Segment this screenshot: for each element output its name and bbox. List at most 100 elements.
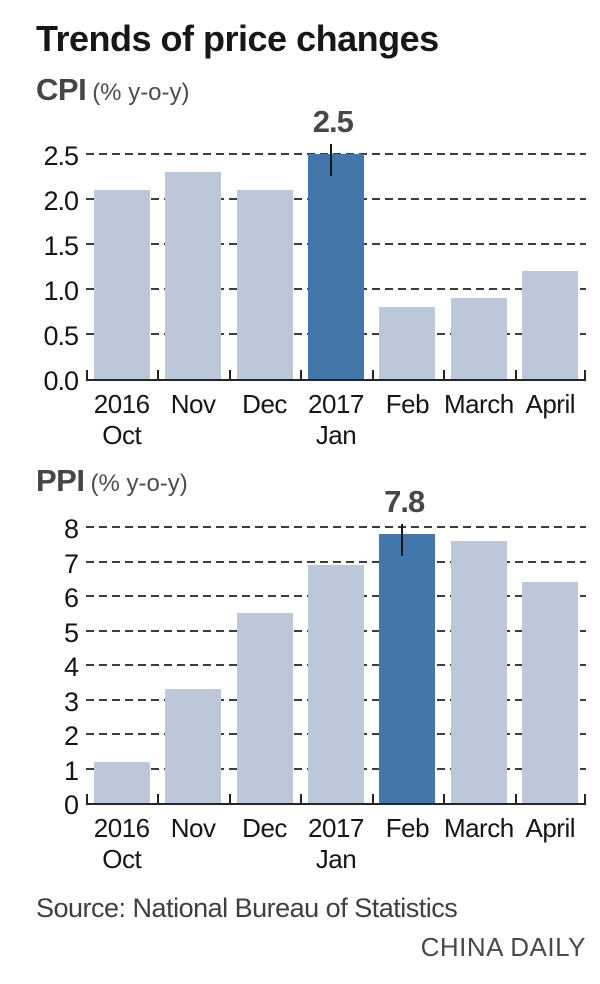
gridline <box>86 560 586 563</box>
x-axis-tick <box>229 370 231 379</box>
ppi-plot-area: 7.8 <box>86 484 586 805</box>
x-axis-tick <box>372 794 374 803</box>
bar <box>165 689 222 803</box>
y-tick-label: 0 <box>63 790 79 820</box>
highlight-value-label: 7.8 <box>384 483 425 519</box>
y-tick-label: 1.5 <box>43 231 79 261</box>
x-category-line: Feb <box>385 389 430 419</box>
x-category-label: Dec <box>229 813 300 875</box>
highlight-value-label: 2.5 <box>312 104 354 139</box>
y-tick-label: 4 <box>63 652 79 682</box>
x-category-line: Nov <box>170 813 216 843</box>
x-category-label: April <box>515 813 586 875</box>
x-axis-tick <box>515 370 517 379</box>
x-category-line: March <box>443 813 514 843</box>
x-category-line: Dec <box>242 813 287 843</box>
bar <box>93 761 150 803</box>
bar <box>165 172 222 379</box>
ppi-x-axis: 2016 Oct Nov Dec 2017 Jan Feb March April <box>86 805 586 875</box>
bar <box>308 564 364 803</box>
y-tick-label: 7 <box>63 548 79 579</box>
y-tick-label: 2.5 <box>43 141 79 171</box>
ppi-chart-title: PPI <box>36 463 85 498</box>
x-category-label: Feb <box>372 389 443 451</box>
x-category-label: Nov <box>157 813 228 875</box>
x-category-line: Oct <box>102 420 142 450</box>
x-axis-tick <box>584 794 586 803</box>
y-tick-label: 0.5 <box>43 321 79 351</box>
ppi-chart-header: PPI (% y-o-y) <box>36 463 586 499</box>
x-category-line: 2016 <box>93 389 150 419</box>
infographic: Trends of price changes CPI (% y-o-y) 0.0… <box>36 18 586 962</box>
bar <box>236 190 293 379</box>
cpi-plot-wrap: 0.0 0.5 1.0 1.5 2.0 2.5 2.5 <box>43 104 586 396</box>
x-category-label: 2017 Jan <box>300 813 371 875</box>
x-axis-tick <box>515 794 517 803</box>
x-category-line: March <box>443 389 514 419</box>
x-category-label: March <box>443 813 514 875</box>
cpi-x-axis: 2016 Oct Nov Dec 2017 Jan Feb March April <box>86 381 586 451</box>
y-tick-label: 5 <box>63 617 79 648</box>
x-category-label: March <box>443 389 514 451</box>
x-axis-tick <box>443 794 445 803</box>
gridline <box>86 526 586 528</box>
ppi-plot-wrap: 0 1 2 3 4 5 6 7 8 7.8 <box>64 484 586 820</box>
x-axis-tick <box>86 370 88 379</box>
bar <box>93 190 150 379</box>
bar <box>450 298 507 379</box>
ppi-chart-unit: (% y-o-y) <box>90 470 188 497</box>
x-category-label: 2017 Jan <box>300 389 371 451</box>
x-category-line: Jan <box>315 844 357 874</box>
label-leader-line <box>330 144 332 176</box>
cpi-y-axis: 0.0 0.5 1.0 1.5 2.0 2.5 <box>36 141 79 396</box>
x-axis-tick <box>584 370 586 379</box>
cpi-chart-unit: (% y-o-y) <box>92 79 190 106</box>
x-category-line: April <box>525 813 575 843</box>
cpi-plot-area: 2.5 <box>86 104 586 381</box>
x-category-label: 2016 Oct <box>86 389 157 451</box>
ppi-y-axis: 0 1 2 3 4 5 6 7 8 <box>36 514 79 820</box>
bar-highlighted <box>379 533 436 803</box>
bar <box>450 540 507 803</box>
page-title: Trends of price changes <box>36 18 439 59</box>
x-axis-tick <box>229 794 231 803</box>
cpi-chart: CPI (% y-o-y) 0.0 0.5 1.0 1.5 2.0 2.5 2.5 2016… <box>36 72 586 451</box>
x-axis-tick <box>372 370 374 379</box>
x-category-line: Nov <box>170 389 216 419</box>
x-category-label: Feb <box>372 813 443 875</box>
y-tick-label: 1.0 <box>43 276 79 306</box>
x-category-line: Dec <box>242 389 287 419</box>
bar <box>522 582 579 803</box>
x-category-line: Jan <box>315 420 357 450</box>
x-axis-tick <box>86 794 88 803</box>
x-category-label: Dec <box>229 389 300 451</box>
y-tick-label: 8 <box>63 514 79 544</box>
source-note: Source: National Bureau of Statistics <box>36 893 458 923</box>
y-tick-label: 0.0 <box>43 366 79 396</box>
y-tick-label: 1 <box>63 755 79 786</box>
x-category-line: 2017 <box>308 389 364 419</box>
bar <box>379 307 436 379</box>
cpi-chart-header: CPI (% y-o-y) <box>36 72 586 108</box>
x-axis-tick <box>300 370 302 379</box>
x-category-label: Nov <box>157 389 228 451</box>
y-tick-label: 3 <box>63 686 79 717</box>
y-tick-label: 2.0 <box>43 186 79 216</box>
y-tick-label: 6 <box>63 583 79 613</box>
x-category-line: 2016 <box>93 813 150 843</box>
cpi-chart-title: CPI <box>36 72 87 107</box>
ppi-chart: PPI (% y-o-y) 0 1 2 3 4 5 6 7 8 7.8 2016 Oct Nov Dec… <box>36 463 586 875</box>
x-axis-tick <box>300 794 302 803</box>
x-category-line: April <box>525 389 575 419</box>
publisher-credit: CHINA DAILY <box>420 932 586 962</box>
bar <box>236 613 293 803</box>
label-leader-line <box>401 523 404 556</box>
y-tick-label: 2 <box>63 721 79 751</box>
bar-highlighted <box>308 154 364 379</box>
x-category-line: 2017 <box>308 813 364 843</box>
x-category-label: April <box>515 389 586 451</box>
x-category-label: 2016 Oct <box>86 813 157 875</box>
x-category-line: Feb <box>385 813 430 843</box>
x-axis-tick <box>157 370 159 379</box>
bar <box>522 271 579 379</box>
